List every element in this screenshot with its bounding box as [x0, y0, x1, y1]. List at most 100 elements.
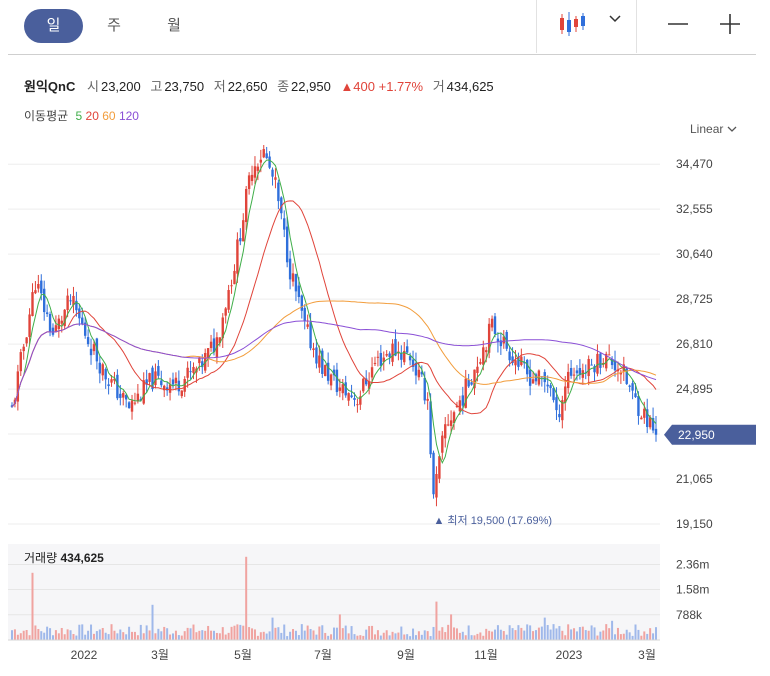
chevron-down-icon[interactable]	[608, 14, 622, 24]
tab-week[interactable]: 주	[107, 17, 121, 34]
volume-bar	[426, 631, 429, 640]
candle	[244, 188, 248, 223]
volume-bar	[22, 630, 25, 640]
volume-bar	[491, 631, 494, 640]
candle	[549, 385, 552, 389]
volume-bar	[643, 631, 646, 640]
candle	[423, 377, 426, 401]
volume-bar	[423, 630, 426, 640]
close-value: 22,950	[291, 79, 331, 94]
candle	[561, 400, 564, 421]
candle	[233, 270, 236, 285]
candle	[373, 362, 377, 364]
volume-bar	[417, 631, 420, 640]
volume-bar	[63, 634, 66, 640]
volume-bar	[57, 633, 60, 640]
candle	[239, 238, 242, 242]
volume-bar	[145, 625, 148, 640]
volume-bar	[397, 632, 400, 640]
candle	[485, 350, 488, 353]
candle	[426, 398, 429, 401]
candle	[566, 371, 570, 389]
candle	[78, 308, 81, 319]
candlestick-icon[interactable]	[558, 10, 586, 38]
volume-bar	[210, 630, 213, 640]
volume-bar	[479, 632, 482, 640]
minus-icon[interactable]	[664, 10, 692, 38]
candle	[596, 353, 599, 374]
volume-bar	[166, 628, 169, 640]
y-tick-label: 34,470	[676, 157, 713, 171]
candle	[54, 325, 58, 333]
plus-icon[interactable]	[716, 10, 744, 38]
x-tick-label: 3월	[151, 648, 169, 662]
volume-bar	[508, 625, 511, 640]
candle	[362, 378, 365, 392]
volume-bar	[119, 629, 122, 640]
candle	[122, 393, 125, 398]
volume-bar	[292, 629, 295, 640]
candle	[315, 347, 318, 364]
candle	[514, 360, 517, 366]
candle	[473, 369, 476, 389]
volume-bar	[13, 629, 16, 640]
volume-bar	[482, 635, 485, 640]
candle	[379, 352, 383, 366]
candle	[610, 358, 614, 366]
candle	[285, 226, 289, 263]
candle	[625, 368, 628, 384]
volume-bar	[365, 629, 368, 640]
volume-bar	[75, 635, 78, 640]
volume-bar	[537, 627, 540, 640]
volume-bar	[593, 627, 596, 640]
tab-day[interactable]: 일	[24, 9, 83, 43]
volume-bar	[198, 630, 201, 640]
candle	[654, 428, 658, 435]
candle	[643, 408, 646, 418]
candle	[247, 175, 251, 190]
candle	[648, 417, 652, 428]
candle	[113, 378, 116, 381]
volume-bar	[385, 630, 388, 640]
volume-bar	[280, 632, 283, 640]
x-tick-label: 5월	[234, 648, 252, 662]
candle	[148, 373, 151, 382]
volume-bar	[309, 629, 312, 640]
stock-chart[interactable]: 34,470 32,555 30,640 28,725 26,810 24,895 22,9…	[0, 140, 770, 676]
candle	[429, 401, 432, 455]
candle	[242, 220, 245, 242]
volume-bar	[573, 628, 576, 640]
volume-bar	[25, 630, 28, 640]
candle	[171, 379, 175, 385]
volume-bar	[567, 624, 570, 640]
volume-bar	[286, 636, 289, 640]
volume-bar	[350, 626, 353, 640]
ma-20: 20	[85, 109, 99, 123]
volume-bar	[107, 634, 110, 640]
volume-bar	[186, 627, 189, 640]
volume-bar	[262, 631, 265, 640]
scale-dropdown[interactable]: Linear	[690, 122, 737, 136]
volume-title: 거래량 434,625	[24, 551, 104, 565]
tab-month[interactable]: 월	[167, 17, 181, 34]
candle	[297, 285, 301, 297]
volume-bar	[318, 626, 321, 640]
volume-bar	[646, 633, 649, 640]
candle	[493, 316, 497, 334]
volume-bar	[218, 633, 221, 640]
volume-bar	[494, 629, 496, 640]
candle	[335, 369, 339, 393]
candle	[487, 323, 491, 353]
volume-bar	[502, 631, 505, 640]
volume-bar	[183, 631, 186, 640]
volume-bar	[458, 632, 461, 640]
volume-bar	[259, 632, 262, 640]
candle	[505, 331, 508, 349]
current-price-label: 22,950	[678, 428, 715, 442]
volume-bar	[505, 634, 508, 640]
y-tick-label: 19,150	[676, 517, 713, 531]
x-tick-label: 2022	[71, 648, 98, 662]
chevron-down-icon	[727, 126, 737, 133]
x-tick-label: 7월	[314, 648, 332, 662]
volume-bar	[327, 635, 330, 640]
